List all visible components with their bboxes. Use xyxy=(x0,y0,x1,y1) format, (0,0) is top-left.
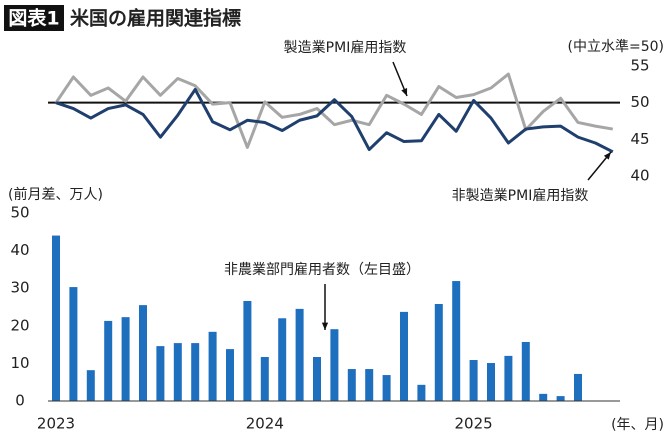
arrow-head xyxy=(321,322,329,330)
y-tick-label: 45 xyxy=(630,130,649,148)
bar xyxy=(173,343,182,401)
bar xyxy=(191,343,200,401)
bar xyxy=(226,349,234,401)
x-axis-label: (年、月) xyxy=(611,417,664,433)
bar xyxy=(121,317,130,401)
y-axis-label: (前月差、万人) xyxy=(8,186,103,203)
y-tick-label: 50 xyxy=(630,93,649,111)
x-tick-label: 2023 xyxy=(37,415,75,433)
bar xyxy=(574,373,582,401)
annotation: 非製造業PMI雇用指数 xyxy=(452,187,589,204)
y-tick-label: 0 xyxy=(15,392,25,410)
bar xyxy=(434,303,443,401)
bar xyxy=(365,369,374,401)
line xyxy=(55,87,614,154)
annotation: 製造業PMI雇用指数 xyxy=(284,39,407,56)
x-tick-label: 2024 xyxy=(246,415,284,433)
bar xyxy=(469,360,478,401)
bar xyxy=(452,281,461,401)
x-tick-label: 2025 xyxy=(455,415,493,433)
arrow-head xyxy=(401,88,408,96)
y-tick-label: 10 xyxy=(10,354,29,372)
bar xyxy=(260,357,269,401)
bar xyxy=(330,329,339,401)
arrow-head xyxy=(603,152,611,160)
bar xyxy=(295,308,304,401)
y-tick-label: 20 xyxy=(10,316,29,334)
y-tick-label: 55 xyxy=(630,57,649,75)
bar xyxy=(504,355,513,401)
y-tick-label: 40 xyxy=(10,241,29,259)
line xyxy=(54,72,614,149)
badge: 図表1 xyxy=(8,7,59,30)
bar xyxy=(539,393,548,401)
bar xyxy=(556,396,565,401)
bar xyxy=(104,320,113,401)
bar xyxy=(487,363,495,401)
badge-box xyxy=(4,5,64,31)
bar xyxy=(521,341,530,401)
chart-title: 米国の雇用関連指標 xyxy=(70,7,241,30)
bar xyxy=(156,346,165,401)
bar xyxy=(208,331,217,401)
bar xyxy=(69,287,78,401)
bar xyxy=(278,318,287,401)
bar xyxy=(382,375,391,401)
bar xyxy=(243,300,252,401)
bar xyxy=(52,235,60,401)
bar xyxy=(139,305,147,401)
bar xyxy=(86,370,95,401)
y-tick-label: 40 xyxy=(630,167,649,185)
y-tick-label: 50 xyxy=(10,204,29,222)
y-tick-label: 30 xyxy=(10,279,29,297)
bar xyxy=(400,311,408,401)
axis-label: (中立水準=50) xyxy=(568,39,664,55)
bar xyxy=(417,384,426,401)
annotation: 非農業部門雇用者数（左目盛） xyxy=(224,261,420,278)
bar xyxy=(347,369,356,401)
bar xyxy=(313,357,321,401)
